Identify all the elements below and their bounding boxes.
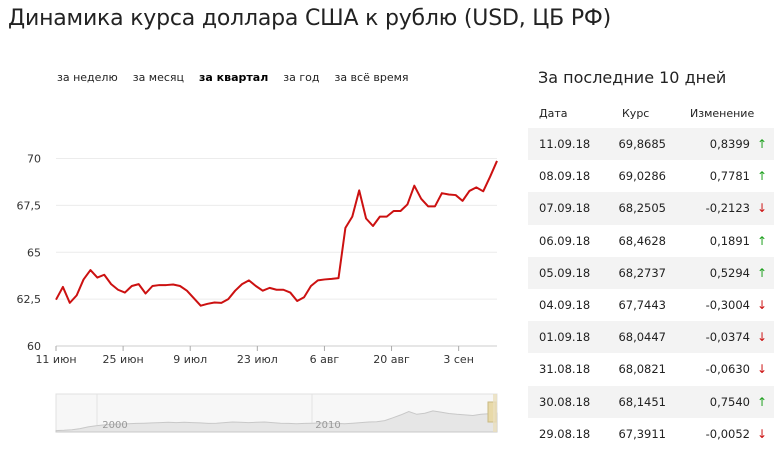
arrow-down-icon: ↓ <box>756 298 768 313</box>
row-change: 0,5294 <box>709 265 750 280</box>
x-tick-label: 6 авг <box>310 353 340 366</box>
arrow-down-icon: ↓ <box>756 426 768 441</box>
arrow-up-icon: ↑ <box>756 394 768 409</box>
header-rate: Курс <box>622 106 650 120</box>
row-change: -0,0630 <box>705 362 750 377</box>
table-row: 30.08.18 68,1451 0,7540 ↑ <box>528 385 774 418</box>
x-tick-label: 9 июл <box>173 353 207 366</box>
x-tick-label: 11 июн <box>35 353 76 366</box>
row-rate: 69,8685 <box>618 137 666 152</box>
x-tick-label: 23 июл <box>237 353 278 366</box>
arrow-up-icon: ↑ <box>756 137 768 152</box>
y-tick-label: 70 <box>27 153 41 166</box>
row-date: 29.08.18 <box>539 426 591 441</box>
row-date: 07.09.18 <box>539 201 591 216</box>
y-tick-label: 62,5 <box>17 293 42 306</box>
row-change: 0,7781 <box>709 169 750 184</box>
row-date: 30.08.18 <box>539 394 591 409</box>
arrow-up-icon: ↑ <box>756 265 768 280</box>
row-change: 0,1891 <box>709 233 750 248</box>
last-10-days-title: За последние 10 дней <box>538 68 727 87</box>
x-tick-label: 3 сен <box>443 353 474 366</box>
navigator-label: 2000 <box>102 420 127 431</box>
row-rate: 68,0821 <box>618 362 666 377</box>
arrow-down-icon: ↓ <box>756 362 768 377</box>
row-date: 08.09.18 <box>539 169 591 184</box>
series-line <box>55 160 498 307</box>
x-tick-label: 20 авг <box>373 353 410 366</box>
table-row: 06.09.18 68,4628 0,1891 ↑ <box>528 225 774 257</box>
row-date: 06.09.18 <box>539 233 591 248</box>
y-tick-label: 60 <box>27 340 41 353</box>
row-rate: 69,0286 <box>618 169 666 184</box>
row-rate: 67,3911 <box>618 426 666 441</box>
header-change: Изменение <box>690 106 755 120</box>
table-row: 04.09.18 67,7443 -0,3004 ↓ <box>528 289 774 321</box>
table-header: Дата Курс Изменение <box>528 98 774 128</box>
row-change: 0,8399 <box>709 137 750 152</box>
arrow-up-icon: ↑ <box>756 169 768 184</box>
row-date: 05.09.18 <box>539 265 591 280</box>
row-date: 31.08.18 <box>539 362 591 377</box>
navigator-area <box>55 410 498 433</box>
row-rate: 68,1451 <box>618 394 666 409</box>
period-week[interactable]: за неделю <box>57 71 118 84</box>
arrow-down-icon: ↓ <box>756 330 768 345</box>
y-tick-label: 65 <box>27 246 41 259</box>
row-rate: 68,2505 <box>618 201 666 216</box>
header-date: Дата <box>539 106 568 120</box>
period-month[interactable]: за месяц <box>132 71 185 84</box>
arrow-up-icon: ↑ <box>756 233 768 248</box>
rates-table: Дата Курс Изменение 11.09.18 69,8685 0,839… <box>528 98 774 450</box>
row-rate: 68,4628 <box>618 233 666 248</box>
row-rate: 68,2737 <box>618 265 666 280</box>
row-date: 01.09.18 <box>539 330 591 345</box>
table-row: 07.09.18 68,2505 -0,2123 ↓ <box>528 192 774 225</box>
row-date: 11.09.18 <box>539 137 591 152</box>
row-change: -0,0374 <box>705 330 750 345</box>
row-change: -0,2123 <box>705 201 750 216</box>
period-quarter[interactable]: за квартал <box>199 71 269 84</box>
table-row: 31.08.18 68,0821 -0,0630 ↓ <box>528 353 774 385</box>
table-row: 11.09.18 69,8685 0,8399 ↑ <box>528 128 774 161</box>
arrow-down-icon: ↓ <box>756 201 768 216</box>
table-row: 29.08.18 67,3911 -0,0052 ↓ <box>528 418 774 450</box>
y-tick-label: 67,5 <box>17 199 42 212</box>
period-all-time[interactable]: за всё время <box>334 71 409 84</box>
x-tick-label: 25 июн <box>103 353 144 366</box>
row-change: -0,3004 <box>705 298 750 313</box>
row-change: 0,7540 <box>709 394 750 409</box>
navigator-label: 2010 <box>315 420 340 431</box>
row-change: -0,0052 <box>705 426 750 441</box>
period-year[interactable]: за год <box>283 71 320 84</box>
table-row: 05.09.18 68,2737 0,5294 ↑ <box>528 256 774 289</box>
period-switcher: за неделю за месяц за квартал за год за … <box>57 71 424 84</box>
row-rate: 68,0447 <box>618 330 666 345</box>
table-row: 08.09.18 69,0286 0,7781 ↑ <box>528 160 774 192</box>
navigator-selection <box>493 394 497 432</box>
table-row: 01.09.18 68,0447 -0,0374 ↓ <box>528 321 774 354</box>
page-title: Динамика курса доллара США к рублю (USD,… <box>8 6 612 31</box>
row-rate: 67,7443 <box>618 298 666 313</box>
row-date: 04.09.18 <box>539 298 591 313</box>
